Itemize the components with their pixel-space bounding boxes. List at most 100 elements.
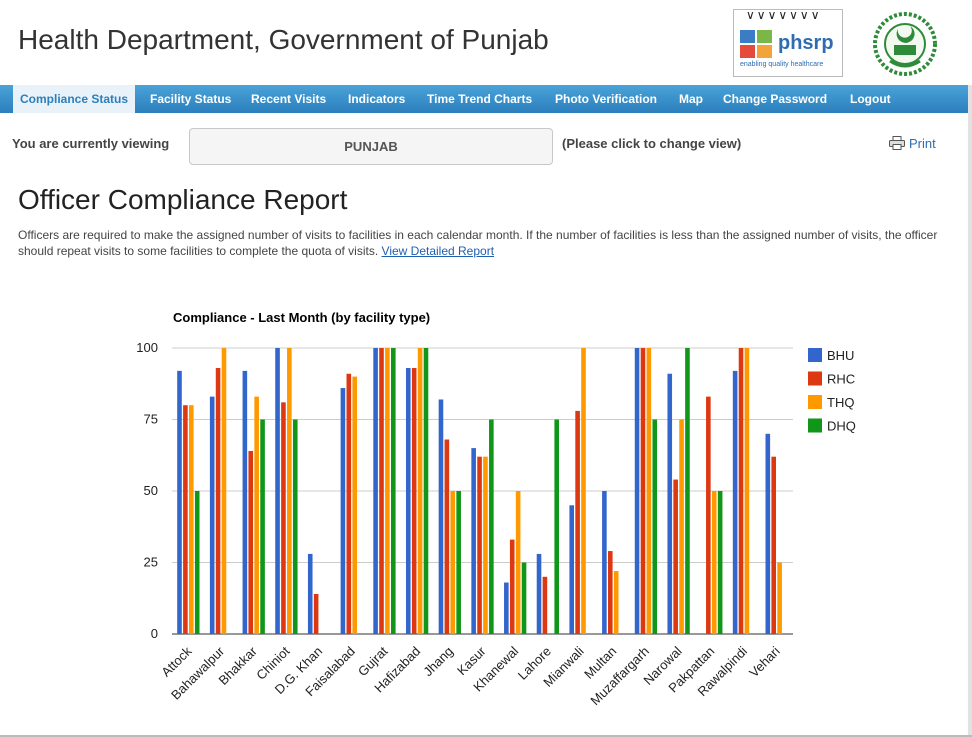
bar-thq[interactable]	[515, 491, 521, 634]
chart-title: Compliance - Last Month (by facility typ…	[173, 310, 430, 325]
bar-rhc[interactable]	[444, 439, 450, 634]
bar-rhc[interactable]	[313, 593, 319, 634]
y-tick-label: 25	[144, 555, 158, 570]
bar-rhc[interactable]	[346, 373, 352, 634]
bar-rhc[interactable]	[542, 576, 548, 634]
nav-indicators[interactable]: Indicators	[348, 92, 406, 106]
bar-dhq[interactable]	[260, 419, 265, 635]
bar-thq[interactable]	[188, 405, 194, 634]
chart-y-ticks: 0 25 50 75 100	[136, 340, 158, 641]
bar-thq[interactable]	[221, 348, 227, 634]
nav-photo-verification[interactable]: Photo Verification	[555, 92, 658, 106]
bar-rhc[interactable]	[771, 456, 777, 634]
bar-dhq[interactable]	[652, 419, 658, 635]
page-title: Officer Compliance Report	[18, 184, 348, 215]
bar-thq[interactable]	[646, 348, 652, 634]
bar-thq[interactable]	[287, 348, 292, 634]
bar-thq[interactable]	[385, 348, 390, 634]
bar-rhc[interactable]	[706, 396, 711, 634]
logo-tagline: enabling quality healthcare	[740, 61, 824, 68]
print-label: Print	[909, 136, 936, 151]
bar-dhq[interactable]	[554, 419, 560, 635]
y-tick-label: 100	[136, 340, 158, 355]
bar-dhq[interactable]	[456, 491, 461, 634]
bar-rhc[interactable]	[248, 450, 254, 634]
bar-rhc[interactable]	[738, 348, 744, 634]
bar-dhq[interactable]	[489, 419, 494, 635]
bar-dhq[interactable]	[717, 491, 723, 634]
nav-facility-status[interactable]: Facility Status	[150, 92, 232, 106]
bar-bhu[interactable]	[209, 396, 215, 634]
bar-bhu[interactable]	[471, 448, 476, 634]
nav-map[interactable]: Map	[679, 92, 703, 106]
bar-bhu[interactable]	[438, 399, 444, 634]
bar-bhu[interactable]	[504, 582, 509, 634]
bar-thq[interactable]	[581, 348, 586, 634]
bar-bhu[interactable]	[242, 370, 248, 634]
bar-thq[interactable]	[679, 419, 684, 635]
bar-bhu[interactable]	[307, 553, 313, 634]
bar-rhc[interactable]	[215, 368, 221, 634]
bar-rhc[interactable]	[575, 410, 580, 634]
bar-rhc[interactable]	[183, 405, 188, 634]
bar-bhu[interactable]	[373, 348, 378, 634]
nav-compliance-status[interactable]: Compliance Status	[13, 85, 136, 113]
logo-squares-icon	[740, 30, 774, 60]
bar-thq[interactable]	[613, 571, 619, 634]
bar-thq[interactable]	[483, 456, 488, 634]
page-bottom-rule	[0, 735, 972, 737]
view-selector-button[interactable]: PUNJAB	[189, 128, 553, 165]
bar-rhc[interactable]	[640, 348, 646, 634]
bar-rhc[interactable]	[509, 539, 515, 634]
bar-bhu[interactable]	[405, 368, 411, 634]
bar-dhq[interactable]	[685, 348, 690, 634]
nav-logout[interactable]: Logout	[850, 92, 891, 106]
y-tick-label: 75	[144, 412, 158, 427]
print-link[interactable]: Print	[889, 136, 936, 151]
bar-rhc[interactable]	[281, 402, 286, 634]
chart-legend: BHU RHC THQ DHQ	[808, 348, 856, 434]
bar-dhq[interactable]	[292, 419, 298, 635]
bar-thq[interactable]	[777, 562, 782, 635]
bar-dhq[interactable]	[390, 348, 396, 634]
bar-rhc[interactable]	[673, 479, 678, 634]
bar-bhu[interactable]	[536, 553, 542, 634]
bar-bhu[interactable]	[602, 491, 607, 634]
bar-bhu[interactable]	[765, 433, 771, 634]
bar-rhc[interactable]	[477, 456, 482, 634]
bar-bhu[interactable]	[667, 373, 673, 634]
bar-thq[interactable]	[450, 491, 456, 634]
logo-brand-text: phsrp	[778, 32, 834, 54]
bar-thq[interactable]	[417, 348, 423, 634]
compliance-chart: Compliance - Last Month (by facility typ…	[136, 310, 856, 708]
nav-change-password[interactable]: Change Password	[723, 92, 828, 106]
bar-dhq[interactable]	[521, 562, 527, 635]
bar-bhu[interactable]	[177, 370, 182, 634]
bar-dhq[interactable]	[423, 348, 429, 634]
bar-rhc[interactable]	[411, 368, 417, 634]
bar-thq[interactable]	[254, 396, 259, 634]
nav-time-trend-charts[interactable]: Time Trend Charts	[427, 92, 533, 106]
bar-thq[interactable]	[744, 348, 750, 634]
bar-bhu[interactable]	[275, 348, 280, 634]
legend-swatch	[808, 418, 822, 433]
bar-bhu[interactable]	[569, 505, 575, 634]
legend-swatch	[808, 395, 822, 409]
bar-bhu[interactable]	[340, 388, 346, 634]
view-change-hint: (Please click to change view)	[562, 136, 742, 151]
bar-thq[interactable]	[711, 491, 717, 634]
chart-bars	[177, 348, 782, 634]
x-tick-label: Vehari	[746, 643, 783, 680]
bar-bhu[interactable]	[732, 370, 738, 634]
bar-dhq[interactable]	[194, 491, 200, 634]
bar-bhu[interactable]	[634, 348, 640, 634]
bar-thq[interactable]	[352, 376, 358, 634]
bar-rhc[interactable]	[379, 348, 384, 634]
nav-recent-visits[interactable]: Recent Visits	[251, 92, 327, 106]
view-detailed-report-link[interactable]: View Detailed Report	[381, 244, 495, 258]
viewing-label: You are currently viewing	[12, 136, 170, 151]
punjab-emblem-icon	[873, 12, 937, 76]
bar-rhc[interactable]	[607, 551, 613, 634]
y-tick-label: 50	[144, 483, 158, 498]
